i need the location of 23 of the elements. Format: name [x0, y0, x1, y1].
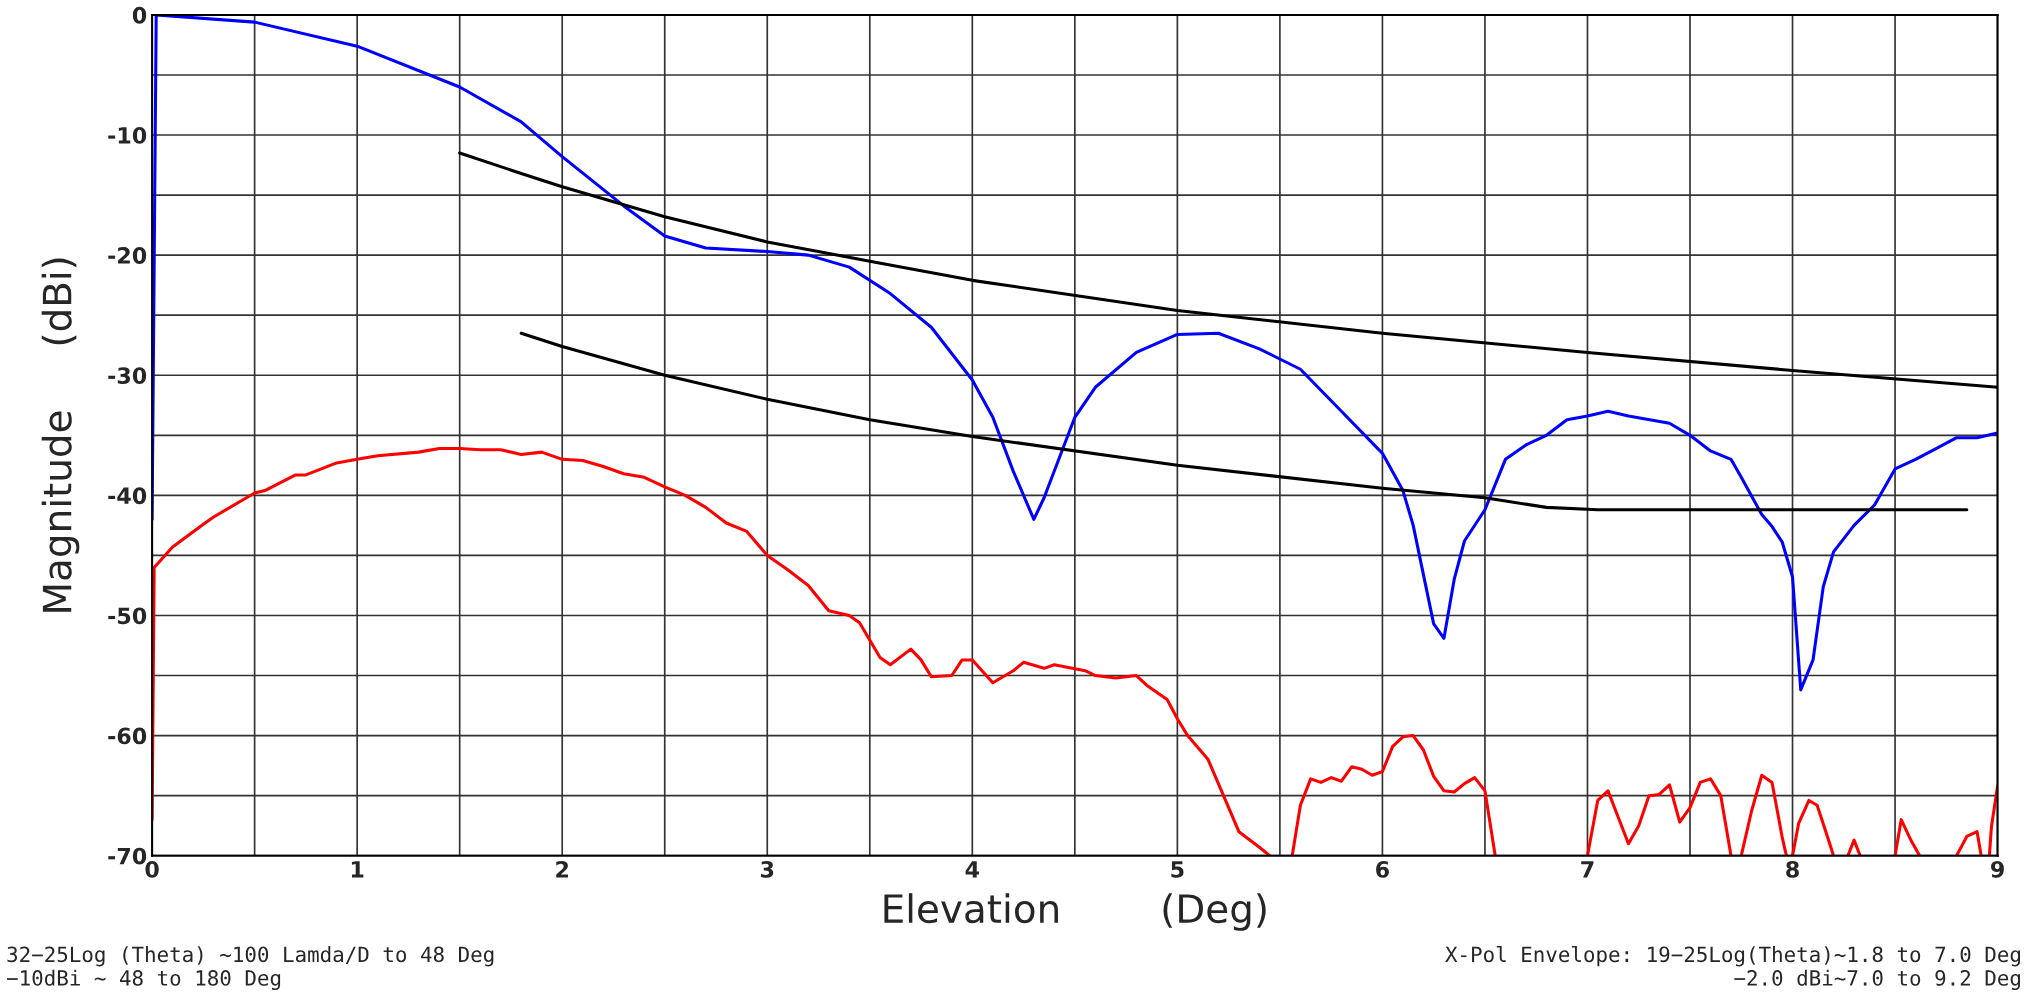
y-tick-label: -50 — [108, 607, 147, 625]
y-tick-label: -70 — [108, 847, 147, 865]
y-tick-label: -20 — [108, 247, 147, 264]
text: 32−25Log (Theta) ~100 Lamda/D to 48 Deg −10dBi ~ 48 to 180 Deg — [6, 946, 494, 991]
x-tick-label: 5 — [1171, 861, 1184, 878]
x-tick-label: 9 — [1991, 860, 2004, 878]
y-tick-label: -40 — [108, 487, 147, 505]
y-axis-title: Magnitude (dBi) — [41, 258, 80, 612]
x-tick-label: 0 — [145, 860, 159, 878]
x-tick-label: 4 — [965, 861, 980, 878]
x-tick-label: 7 — [1581, 861, 1594, 878]
x-tick-label: 1 — [351, 861, 364, 878]
y-tick-label: -60 — [108, 727, 147, 745]
text: X-Pol Envelope: 19−25Log(Theta)~1.8 to 7.0 Deg −2.0 dBi~7.0 to 9.2 Deg — [1445, 946, 2020, 991]
x-axis-title: Elevation (Deg) — [884, 893, 1266, 931]
y-tick-label: 0 — [132, 6, 147, 24]
line-series — [519, 331, 1969, 512]
x-tick-label: 6 — [1376, 860, 1389, 878]
x-tick-label: 2 — [556, 860, 569, 878]
x-tick-label: 8 — [1786, 860, 1799, 878]
y-tick-label: -10 — [108, 126, 147, 144]
x-tick-label: 3 — [761, 860, 774, 878]
y-tick-label: -30 — [108, 367, 147, 385]
